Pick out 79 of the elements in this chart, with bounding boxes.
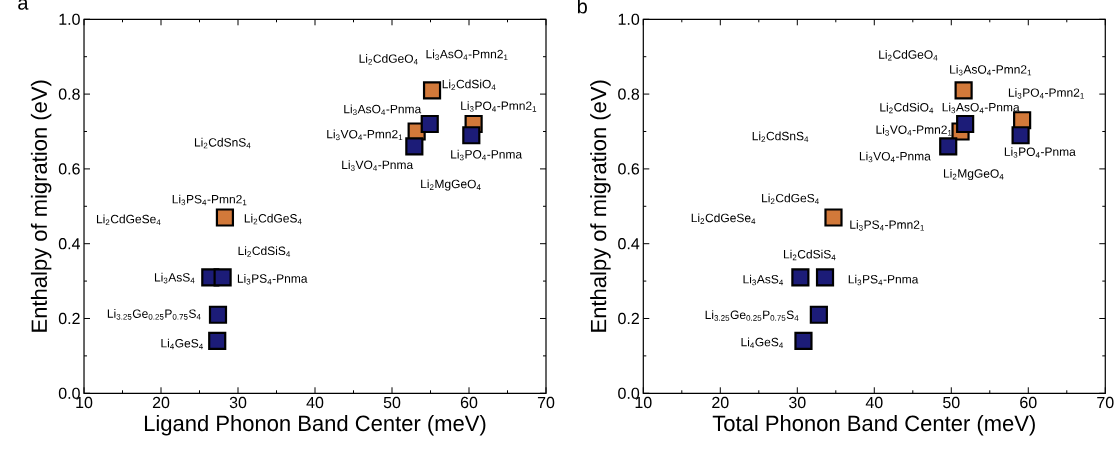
annotation: Li$_{2}$MgGeO$_{4}$ xyxy=(421,179,481,191)
point xyxy=(208,331,227,351)
y-axis-title: Enthalpy of migration (eV) xyxy=(590,80,611,332)
annotation: Li$_{3}$AsS$_{4}$ xyxy=(743,274,784,286)
y-tick-label: 0.4 xyxy=(618,238,640,250)
x-axis-title: Ligand Phonon Band Center (meV) xyxy=(144,415,486,436)
annotation: Li$_{2}$CdGeO$_{4}$ xyxy=(879,49,938,61)
annotation: Li$_{3.25}$Ge$_{0.25}$P$_{0.75}$S$_{4}$ xyxy=(705,310,799,321)
point xyxy=(794,331,813,351)
point xyxy=(939,137,958,156)
y-tick-label: 0.2 xyxy=(58,312,80,325)
point xyxy=(462,126,481,145)
point xyxy=(208,305,228,324)
point xyxy=(954,81,973,100)
annotation: Li$_{3}$AsS$_{4}$ xyxy=(154,272,195,284)
point xyxy=(422,81,442,100)
y-tick-label: 1.0 xyxy=(618,13,640,25)
annotation: Li$_{3}$VO$_{4}$-Pnma xyxy=(342,160,414,171)
annotation: Li$_{3}$AsO$_{4}$-Pmn2$_{1}$ xyxy=(950,64,1032,76)
point xyxy=(956,114,975,134)
y-tick-label: 0.4 xyxy=(58,238,81,250)
annotation: Li$_{2}$CdSiO$_{4}$ xyxy=(442,79,496,90)
annotation: Li$_{4}$GeS$_{4}$ xyxy=(741,337,784,349)
annotation: Li$_{3}$VO$_{4}$-Pnma xyxy=(859,151,931,163)
y-tick-label: 0.6 xyxy=(618,163,640,175)
annotation: Li$_{4}$GeS$_{4}$ xyxy=(161,338,203,350)
point xyxy=(815,268,835,287)
x-tick-label: 70 xyxy=(537,396,555,409)
annotation: Li$_{3}$PO$_{4}$-Pmn2$_{1}$ xyxy=(1008,88,1084,99)
x-tick-label: 40 xyxy=(306,396,324,409)
annotation: Li$_{3}$AsO$_{4}$-Pnma xyxy=(942,102,1020,114)
annotation: Li$_{3}$AsO$_{4}$-Pmn2$_{1}$ xyxy=(426,49,508,61)
point xyxy=(420,114,439,134)
annotation: Li$_{2}$CdSnS$_{4}$ xyxy=(752,131,809,142)
annotation: Li$_{2}$CdGeS$_{4}$ xyxy=(244,213,302,225)
annotation: Li$_{3}$PO$_{4}$-Pnma xyxy=(1004,147,1076,158)
y-tick-label: 1.0 xyxy=(59,13,80,25)
annotation: Li$_{3}$PO$_{4}$-Pnma xyxy=(451,149,523,161)
annotation: Li$_{2}$MgGeO$_{4}$ xyxy=(943,168,1004,181)
annotation: Li$_{3}$VO$_{4}$-Pmn2$_{1}$ xyxy=(876,125,952,136)
annotation: Li$_{3}$PS$_{4}$-Pmn2$_{1}$ xyxy=(172,194,247,206)
y-tick-label: 0.8 xyxy=(58,88,80,100)
x-tick-label: 30 xyxy=(229,396,247,409)
annotation: Li$_{2}$CdGeO$_{4}$ xyxy=(359,54,418,65)
y-axis-title: Enthalpy of migration (eV) xyxy=(30,80,52,332)
annotation: Li$_{2}$CdSnS$_{4}$ xyxy=(194,137,251,149)
point xyxy=(405,137,424,156)
x-tick-label: 20 xyxy=(152,396,170,409)
point xyxy=(213,268,232,287)
y-tick-label: 0.2 xyxy=(618,312,639,325)
point xyxy=(824,208,843,227)
x-tick-label: 60 xyxy=(460,396,478,409)
x-tick-label: 70 xyxy=(1097,396,1114,409)
annotation: Li$_{2}$CdSiS$_{4}$ xyxy=(783,249,836,261)
annotation: Li$_{3.25}$Ge$_{0.25}$P$_{0.75}$S$_{4}$ xyxy=(107,309,201,320)
annotation: Li$_{2}$CdGeS$_{4}$ xyxy=(762,193,819,205)
x-tick-label: 60 xyxy=(1020,396,1037,409)
annotation: Li$_{3}$VO$_{4}$-Pmn2$_{1}$ xyxy=(327,129,403,141)
annotation: Li$_{3}$PS$_{4}$-Pnma xyxy=(237,273,308,285)
point xyxy=(215,208,235,227)
point xyxy=(791,268,810,287)
annotation: Li$_{3}$PO$_{4}$-Pmn2$_{1}$ xyxy=(461,101,537,112)
annotation: Li$_{3}$AsO$_{4}$-Pnma xyxy=(344,104,422,116)
x-tick-label: 40 xyxy=(865,396,883,409)
annotation: Li$_{2}$CdGeSe$_{4}$ xyxy=(691,213,756,224)
point xyxy=(1011,126,1030,145)
x-tick-label: 50 xyxy=(943,396,960,409)
x-tick-label: 50 xyxy=(383,396,401,409)
annotation: Li$_{3}$PS$_{4}$-Pnma xyxy=(848,274,919,286)
annotation: Li$_{2}$CdGeSe$_{4}$ xyxy=(96,214,161,225)
x-tick-label: 20 xyxy=(712,396,729,409)
y-tick-label: 0.6 xyxy=(58,163,80,175)
annotation: Li$_{3}$PS$_{4}$-Pmn2$_{1}$ xyxy=(850,220,924,231)
x-tick-label: 30 xyxy=(789,396,806,409)
point xyxy=(809,305,828,324)
y-tick-label: 0.8 xyxy=(618,88,640,100)
x-axis-title: Total Phonon Band Center (meV) xyxy=(712,415,1035,436)
annotation: Li$_{2}$CdSiS$_{4}$ xyxy=(238,246,291,257)
annotation: Li$_{2}$CdSiO$_{4}$ xyxy=(880,102,934,114)
